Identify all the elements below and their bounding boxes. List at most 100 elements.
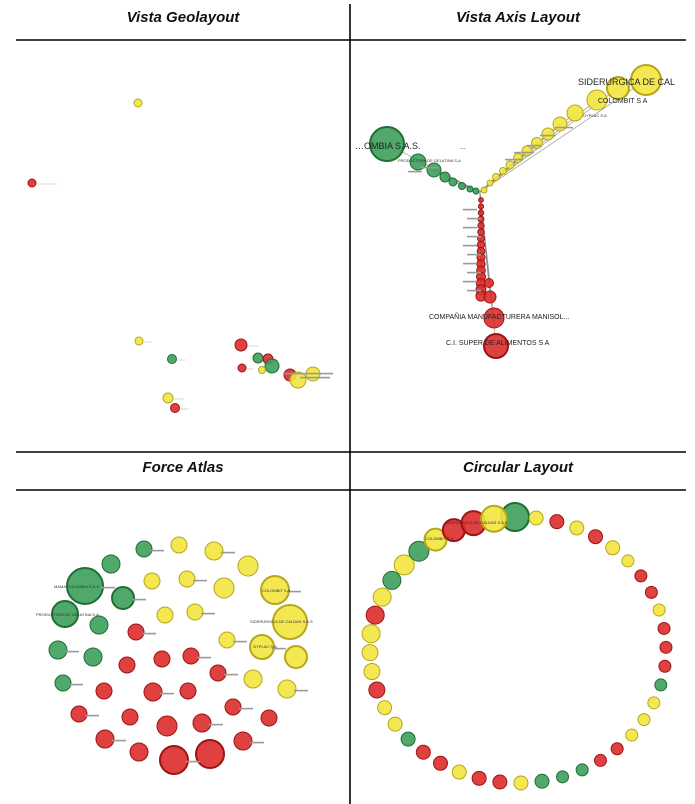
circ-node-red bbox=[634, 569, 648, 583]
axis-node-yellow bbox=[541, 127, 555, 141]
force-node-red bbox=[143, 682, 163, 702]
axis-node-red bbox=[483, 333, 509, 359]
axis-node-yellow bbox=[586, 89, 608, 111]
force-small-label bbox=[294, 689, 308, 692]
circ-node-green bbox=[575, 763, 589, 777]
axis-label-super: C.I. SUPER DE ALIMENTOS S A bbox=[446, 340, 550, 347]
axis-node-red bbox=[483, 307, 505, 329]
geolayout-graph bbox=[27, 98, 333, 413]
circ-node-red bbox=[588, 529, 604, 545]
force-node-green bbox=[135, 540, 153, 558]
circular-layout-graph bbox=[361, 502, 673, 791]
force-node-red bbox=[95, 729, 115, 749]
force-node-red bbox=[153, 650, 171, 668]
force-node-yellow bbox=[213, 577, 235, 599]
circ-node-yellow bbox=[361, 624, 381, 644]
force-small-label bbox=[224, 673, 238, 676]
circ-node-red bbox=[658, 659, 672, 673]
axis-node-green bbox=[458, 182, 466, 190]
axis-small-label bbox=[505, 158, 523, 161]
force-node-yellow bbox=[284, 645, 308, 669]
force-node-red bbox=[156, 715, 178, 737]
circ-node-green bbox=[534, 773, 550, 789]
force-node-yellow bbox=[156, 606, 174, 624]
force-small-label bbox=[150, 549, 164, 552]
force-small-label bbox=[209, 723, 223, 726]
circ-node-green bbox=[654, 678, 668, 692]
axis-small-label bbox=[463, 226, 477, 229]
axis-node-yellow bbox=[492, 173, 500, 181]
force-small-label bbox=[132, 598, 146, 601]
circ-node-red bbox=[365, 605, 385, 625]
circ-node-yellow bbox=[647, 696, 661, 710]
axis-small-label bbox=[467, 271, 481, 274]
axis-node-red bbox=[477, 203, 485, 210]
force-small-label bbox=[233, 640, 247, 643]
force-node-red bbox=[70, 705, 88, 723]
geo-node-green bbox=[167, 354, 177, 364]
force-node-red bbox=[159, 745, 189, 775]
geo-node-red bbox=[27, 178, 37, 188]
force-small-label bbox=[186, 760, 200, 763]
axis-node-yellow bbox=[521, 145, 533, 157]
circ-node-yellow bbox=[652, 603, 666, 617]
axis-node-green bbox=[369, 126, 405, 162]
title-force-atlas: Force Atlas bbox=[142, 459, 223, 476]
axis-small-label bbox=[463, 280, 477, 283]
force-small-label bbox=[101, 586, 115, 589]
geo-node-yellow bbox=[162, 392, 174, 404]
circ-node-yellow bbox=[569, 520, 585, 536]
title-circular-layout: Circular Layout bbox=[463, 459, 574, 476]
force-label-mama: MAMA COLOMBIA S.A.S bbox=[54, 584, 99, 589]
axis-node-green bbox=[466, 185, 474, 193]
force-node-yellow bbox=[272, 604, 308, 640]
geo-node-green bbox=[252, 352, 264, 364]
force-node-green bbox=[54, 674, 72, 692]
force-small-label bbox=[85, 714, 99, 717]
circ-node-yellow bbox=[480, 504, 509, 533]
force-small-label bbox=[287, 590, 301, 593]
axis-small-label bbox=[467, 235, 481, 238]
circ-node-green bbox=[408, 540, 430, 562]
circ-node-red bbox=[368, 681, 386, 699]
axis-node-yellow bbox=[499, 167, 507, 175]
axis-node-green bbox=[439, 171, 451, 183]
circ-node-red bbox=[471, 770, 487, 786]
axis-node-yellow bbox=[480, 186, 488, 194]
force-node-green bbox=[51, 600, 79, 628]
force-small-label bbox=[250, 741, 264, 744]
circ-node-yellow bbox=[605, 540, 621, 556]
axis-label-siderurgica: SIDERURGICA DE CAL bbox=[578, 77, 675, 87]
geo-node-yellow bbox=[258, 366, 266, 374]
circ-node-yellow bbox=[363, 663, 381, 681]
axis-small-label bbox=[467, 253, 481, 256]
circ-label-colombit: COLOMBIT S A bbox=[425, 536, 453, 541]
circ-node-yellow bbox=[372, 587, 392, 607]
circ-node-red bbox=[610, 742, 624, 756]
force-node-yellow bbox=[277, 679, 297, 699]
axis-label-gelatina: PRODUCTORA DE GELATINA S.A bbox=[398, 158, 461, 163]
force-small-label bbox=[65, 650, 79, 653]
axis-node-yellow bbox=[505, 160, 515, 170]
axis-label-manisol: COMPAÑIA MANUFACTURERA MANISOL... bbox=[429, 312, 569, 321]
force-node-yellow bbox=[237, 555, 259, 577]
force-node-red bbox=[182, 647, 200, 665]
axis-small-label bbox=[540, 134, 556, 137]
circ-node-yellow bbox=[637, 713, 651, 727]
circ-node-red bbox=[549, 514, 565, 530]
axis-node-green bbox=[448, 177, 458, 187]
axis-label-colombit: COLOMBIT S A bbox=[598, 98, 648, 105]
geo-node-yellow bbox=[134, 336, 144, 346]
force-node-red bbox=[121, 708, 139, 726]
circ-node-red bbox=[593, 753, 607, 767]
title-geolayout: Vista Geolayout bbox=[127, 9, 241, 26]
force-node-yellow bbox=[249, 634, 275, 660]
circ-node-green bbox=[556, 770, 570, 784]
force-small-label bbox=[197, 656, 211, 659]
force-small-label bbox=[239, 707, 253, 710]
axis-small-label bbox=[467, 217, 481, 220]
force-node-red bbox=[129, 742, 149, 762]
force-node-yellow bbox=[143, 572, 161, 590]
force-small-label bbox=[272, 647, 286, 650]
